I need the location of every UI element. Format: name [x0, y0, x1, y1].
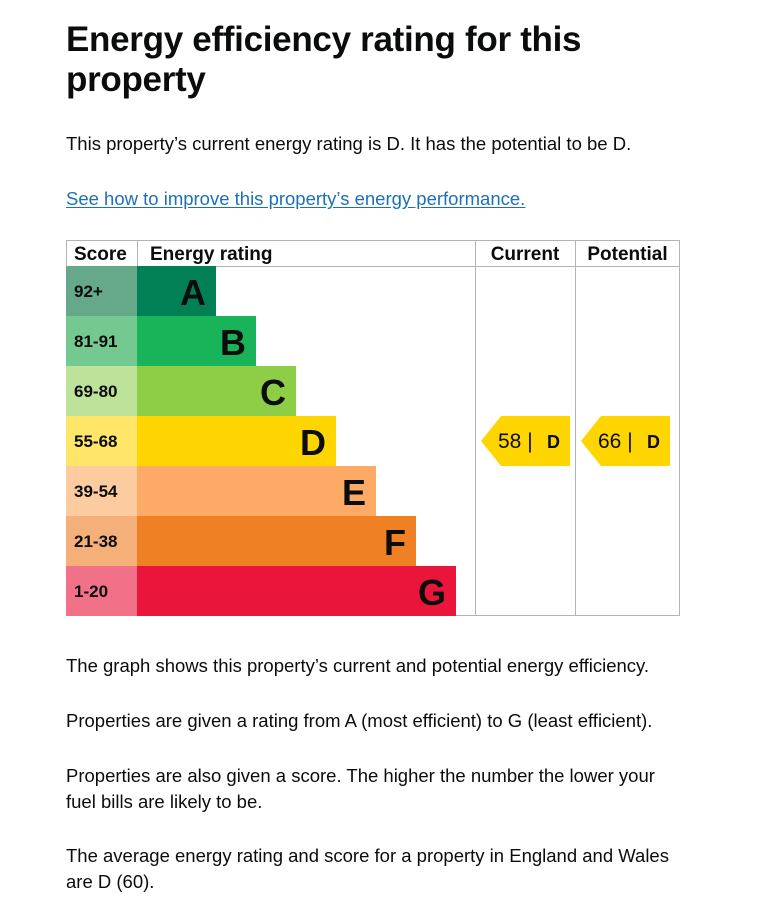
rating-letter-c: C — [260, 372, 286, 413]
score-range-f: 21-38 — [74, 532, 117, 551]
header-current: Current — [491, 244, 560, 265]
average-rating-note: The average energy rating and score for … — [66, 845, 669, 892]
header-potential: Potential — [587, 244, 667, 265]
score-range-c: 69-80 — [74, 382, 117, 401]
rating-letter-f: F — [384, 522, 406, 563]
rating-bar-a — [137, 266, 216, 316]
score-range-d: 55-68 — [74, 432, 117, 451]
rating-bar-b — [137, 316, 256, 366]
score-range-g: 1-20 — [74, 582, 108, 601]
graph-explanation: The graph shows this property’s current … — [66, 655, 650, 676]
current-score-value: 58 | — [498, 430, 533, 453]
score-range-b: 81-91 — [74, 332, 117, 351]
rating-letter-b: B — [220, 322, 246, 363]
score-cell-g — [66, 566, 137, 616]
page-title: Energy efficiency rating for this proper… — [66, 20, 582, 99]
potential-rating-arrow — [581, 416, 670, 466]
header-score: Score — [74, 244, 127, 265]
rating-letter-d: D — [300, 422, 326, 463]
current-rating-summary: This property’s current energy rating is… — [66, 133, 632, 154]
score-cell-c — [66, 366, 137, 416]
improve-energy-performance-link[interactable]: See how to improve this property’s energ… — [66, 188, 526, 209]
score-cell-e — [66, 466, 137, 516]
rating-bar-f — [137, 516, 416, 566]
potential-rating-letter: D — [647, 432, 660, 452]
rating-letter-a: A — [180, 272, 206, 313]
rating-explanation: Properties are given a rating from A (mo… — [66, 710, 653, 731]
rating-letter-g: G — [418, 572, 446, 613]
score-explanation: Properties are also given a score. The h… — [66, 765, 655, 812]
score-cell-f — [66, 516, 137, 566]
rating-bar-c — [137, 366, 296, 416]
header-energy-rating: Energy rating — [150, 244, 272, 265]
energy-rating-graph: Score Energy rating Current Potential 92+ A 81… — [66, 240, 680, 616]
rating-letter-e: E — [342, 472, 366, 513]
score-range-a: 92+ — [74, 282, 103, 301]
score-cell-d — [66, 416, 137, 466]
score-cell-b — [66, 316, 137, 366]
rating-bar-g — [137, 566, 456, 616]
current-rating-arrow — [481, 416, 570, 466]
rating-bar-d — [137, 416, 336, 466]
score-range-e: 39-54 — [74, 482, 118, 501]
current-rating-letter: D — [547, 432, 560, 452]
rating-bar-e — [137, 466, 376, 516]
score-cell-a — [66, 266, 137, 316]
potential-score-value: 66 | — [598, 430, 633, 453]
